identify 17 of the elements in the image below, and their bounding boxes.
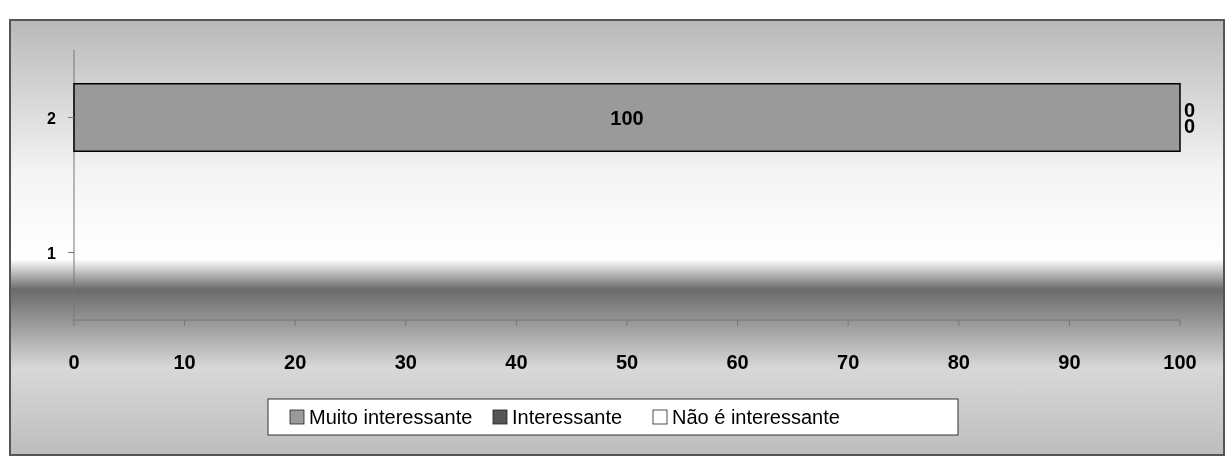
text: Muito interessante [309,406,473,428]
y-tick-label: 1 [47,244,57,262]
x-tick-label: 40 [505,351,528,373]
x-tick-label: 20 [284,351,307,373]
x-tick-label: 100 [1163,351,1197,373]
x-tick-label: 10 [173,351,196,373]
x-tick-label: 50 [615,351,639,373]
x-tick-label: 30 [394,351,417,373]
x-tick-label: 0 [68,351,80,373]
x-tick-label: 90 [1058,351,1081,373]
x-tick-label: 70 [837,351,860,373]
data-label: 100 [610,106,644,129]
legend-label: Não é interessante [672,406,840,428]
y-tick-label: 2 [47,109,57,127]
legend-label: Interessante [512,406,623,428]
x-tick-label: 80 [947,351,970,373]
x-tick-label: 60 [726,351,749,373]
